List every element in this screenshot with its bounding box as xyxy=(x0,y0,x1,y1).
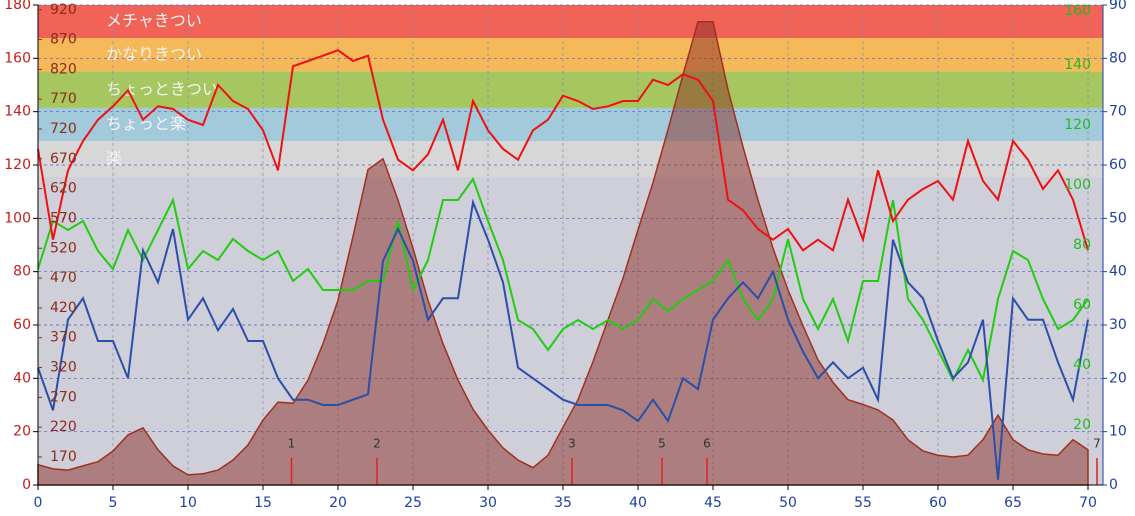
lap-label: 1 xyxy=(288,437,296,451)
y2-tick-label: 40 xyxy=(1109,264,1127,280)
y-tick-label: 0 xyxy=(22,477,31,493)
zone-band xyxy=(38,38,1103,72)
y4-tick-label: 80 xyxy=(1073,237,1091,253)
y3-tick-label: 520 xyxy=(50,240,77,256)
lap-label: 3 xyxy=(568,437,576,451)
y3-tick-label: 270 xyxy=(50,389,77,405)
y-tick-label: 60 xyxy=(13,317,31,333)
y2-tick-label: 0 xyxy=(1109,477,1118,493)
lap-label: 6 xyxy=(703,437,711,451)
y3-tick-label: 620 xyxy=(50,181,77,197)
zone-label: メチャきつい xyxy=(106,11,202,30)
y3-tick-label: 170 xyxy=(50,449,77,465)
y3-tick-label: 420 xyxy=(50,300,77,316)
x-tick-label: 65 xyxy=(1004,495,1022,511)
y-tick-label: 100 xyxy=(4,210,31,226)
series-line xyxy=(37,49,1089,252)
y-tick-label: 160 xyxy=(4,50,31,66)
y2-tick-label: 20 xyxy=(1109,370,1127,386)
y-tick-label: 140 xyxy=(4,104,31,120)
y2-tick-label: 80 xyxy=(1109,50,1127,66)
x-tick-label: 0 xyxy=(34,495,43,511)
y3-tick-label: 920 xyxy=(50,2,77,18)
x-tick-label: 35 xyxy=(554,495,572,511)
y3-tick-label: 670 xyxy=(50,151,77,167)
y4-tick-label: 20 xyxy=(1073,417,1091,433)
x-tick-label: 25 xyxy=(404,495,422,511)
x-tick-label: 50 xyxy=(779,495,797,511)
y4-tick-label: 100 xyxy=(1064,177,1091,193)
zone-band xyxy=(38,141,1103,177)
series-line xyxy=(37,176,1089,384)
series-line xyxy=(37,198,1089,480)
x-tick-label: 45 xyxy=(704,495,722,511)
x-tick-label: 60 xyxy=(929,495,947,511)
lap-label: 2 xyxy=(373,437,381,451)
zone-band xyxy=(38,5,1103,39)
y-tick-label: 120 xyxy=(4,157,31,173)
y2-tick-label: 70 xyxy=(1109,104,1127,120)
y4-tick-label: 120 xyxy=(1064,117,1091,133)
y3-tick-label: 220 xyxy=(50,419,77,435)
lap-label: 5 xyxy=(658,437,666,451)
y3-tick-label: 720 xyxy=(50,121,77,137)
zone-label: 楽 xyxy=(106,149,122,168)
y3-tick-label: 570 xyxy=(50,210,77,226)
x-tick-label: 10 xyxy=(179,495,197,511)
y4-tick-label: 60 xyxy=(1073,297,1091,313)
y-tick-label: 20 xyxy=(13,424,31,440)
y2-tick-label: 10 xyxy=(1109,424,1127,440)
y4-tick-label: 140 xyxy=(1064,57,1091,73)
y-tick-label: 40 xyxy=(13,370,31,386)
y3-tick-label: 470 xyxy=(50,270,77,286)
y3-tick-label: 820 xyxy=(50,61,77,77)
y2-tick-label: 60 xyxy=(1109,157,1127,173)
y2-tick-label: 30 xyxy=(1109,317,1127,333)
x-tick-label: 30 xyxy=(479,495,497,511)
x-tick-label: 15 xyxy=(254,495,272,511)
x-tick-label: 20 xyxy=(329,495,347,511)
y2-tick-label: 90 xyxy=(1109,0,1127,13)
x-tick-label: 40 xyxy=(629,495,647,511)
zone-label: ちょっと楽 xyxy=(106,114,186,133)
x-tick-label: 70 xyxy=(1079,495,1097,511)
y2-tick-label: 50 xyxy=(1109,210,1127,226)
x-tick-label: 5 xyxy=(109,495,118,511)
y3-tick-label: 320 xyxy=(50,360,77,376)
lap-label: 7 xyxy=(1093,437,1101,451)
elevation-area xyxy=(37,20,1089,486)
y3-tick-label: 870 xyxy=(50,32,77,48)
y4-tick-label: 40 xyxy=(1073,357,1091,373)
y3-tick-label: 370 xyxy=(50,330,77,346)
x-tick-label: 55 xyxy=(854,495,872,511)
zone-label: かなりきつい xyxy=(106,44,202,63)
zone-band xyxy=(38,107,1103,141)
y-tick-label: 180 xyxy=(4,0,31,13)
y3-tick-label: 770 xyxy=(50,91,77,107)
y4-tick-label: 160 xyxy=(1064,3,1091,19)
zone-label: ちょっときつい xyxy=(106,79,218,98)
y-tick-label: 80 xyxy=(13,264,31,280)
